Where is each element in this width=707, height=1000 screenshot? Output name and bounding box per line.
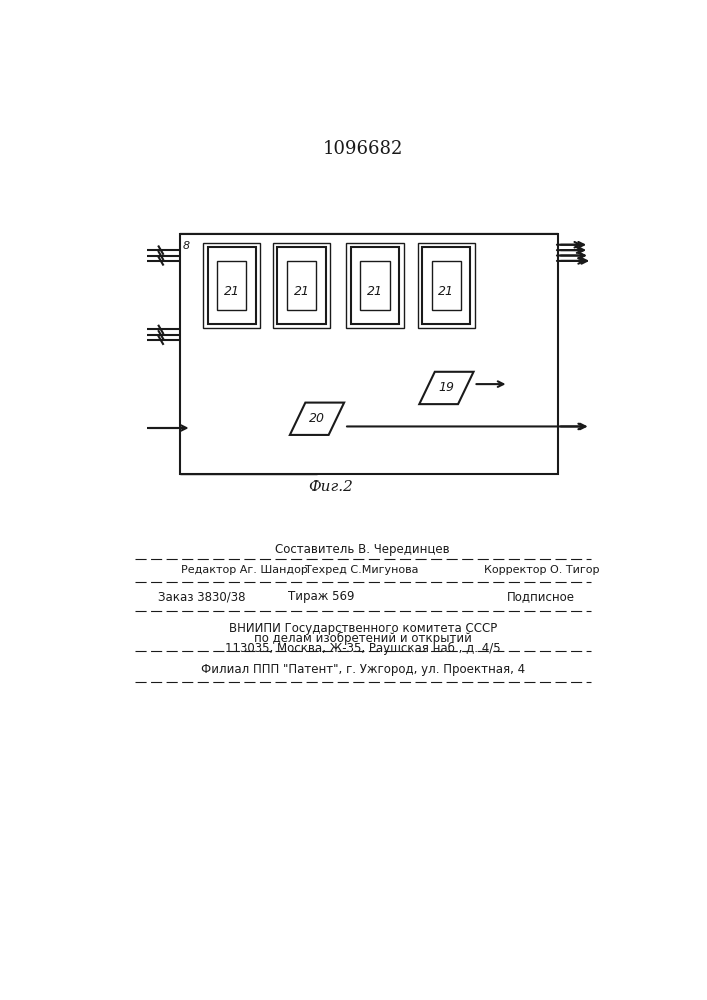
Bar [277,247,325,324]
Text: Техред С.Мигунова: Техред С.Мигунова [305,565,419,575]
Text: Фиг.2: Фиг.2 [308,480,353,494]
Bar [287,261,316,310]
Text: 113035, Москва, Ж-35, Раушская наб., д. 4/5: 113035, Москва, Ж-35, Раушская наб., д. … [225,642,501,655]
Text: ВНИИПИ Государственного комитета СССР: ВНИИПИ Государственного комитета СССР [228,622,497,635]
Bar [422,247,470,324]
Bar [208,247,256,324]
Text: Составитель В. Черединцев: Составитель В. Черединцев [276,543,450,556]
Text: Филиал ППП "Патент", г. Ужгород, ул. Проектная, 4: Филиал ППП "Патент", г. Ужгород, ул. Про… [201,663,525,676]
Bar [273,243,330,328]
Text: 1096682: 1096682 [322,140,403,158]
Text: 21: 21 [438,285,455,298]
Text: Заказ 3830/38: Заказ 3830/38 [158,590,245,603]
Polygon shape [419,372,474,404]
Bar [418,243,475,328]
Text: Тираж 569: Тираж 569 [288,590,354,603]
Bar [180,234,558,474]
Text: 21: 21 [293,285,310,298]
Bar [203,243,260,328]
Bar [346,243,404,328]
Text: Подписное: Подписное [507,590,575,603]
Bar [361,261,390,310]
Text: 8: 8 [182,241,189,251]
Text: 20: 20 [309,412,325,425]
Text: Редактор Аг. Шандор: Редактор Аг. Шандор [182,565,308,575]
Text: 21: 21 [223,285,240,298]
Bar [432,261,461,310]
Polygon shape [290,403,344,435]
Bar [351,247,399,324]
Text: по делам изобретений и открытий: по делам изобретений и открытий [254,632,472,645]
Text: Корректор О. Тигор: Корректор О. Тигор [484,565,599,575]
Text: 21: 21 [367,285,383,298]
Text: 19: 19 [438,381,455,394]
Bar [217,261,247,310]
